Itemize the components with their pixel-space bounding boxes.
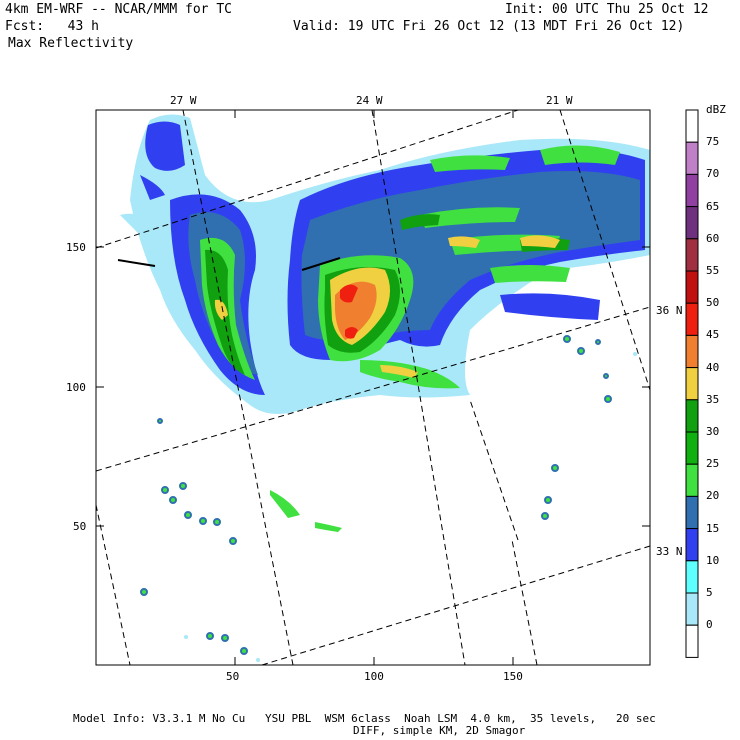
model-info: Model Info: V3.3.1 M No Cu YSU PBL WSM 6… [73, 712, 656, 725]
colorbar-box [685, 302, 699, 336]
field-title: Max Reflectivity [8, 36, 134, 51]
model-info-2: DIFF, simple KM, 2D Smagor [353, 724, 526, 737]
longitude-label: 21 W [546, 94, 573, 107]
x-tick-label: 100 [364, 670, 384, 683]
colorbar-box [685, 560, 699, 594]
colorbar-box [685, 173, 699, 208]
longitude-label: 24 W [356, 94, 383, 107]
colorbar-box [685, 495, 699, 530]
y-tick-label: 150 [66, 241, 86, 254]
colorbar-label: 70 [706, 167, 720, 181]
colorbar-label: 10 [706, 553, 720, 567]
colorbar-label: 5 [706, 585, 713, 599]
latitude-label: 36 N [656, 304, 683, 317]
colorbar-unit: dBZ [706, 103, 726, 116]
colorbar-label: 30 [706, 424, 720, 438]
colorbar-box [685, 592, 699, 626]
colorbar-box [685, 238, 699, 272]
colorbar-box [685, 206, 699, 240]
model-title: 4km EM-WRF -- NCAR/MMM for TC [5, 2, 232, 17]
colorbar-label: 35 [706, 392, 720, 406]
init-time: Init: 00 UTC Thu 25 Oct 12 [505, 2, 709, 17]
colorbar-label: 25 [706, 457, 720, 471]
graticule [95, 109, 651, 666]
x-tick-label: 150 [503, 670, 523, 683]
colorbar-label: 0 [706, 618, 713, 632]
reflectivity-field [120, 114, 650, 662]
colorbar-box [685, 270, 699, 304]
colorbar-box [685, 334, 699, 369]
colorbar-label: 65 [706, 199, 720, 213]
colorbar-label: 55 [706, 263, 720, 277]
forecast-hour: Fcst: 43 h [5, 19, 99, 34]
colorbar-box [685, 463, 699, 497]
colorbar-label: 20 [706, 489, 720, 503]
colorbar-box [685, 367, 699, 401]
colorbar-label: 45 [706, 328, 720, 342]
colorbar-box [685, 528, 699, 562]
colorbar-box [685, 109, 699, 143]
colorbar-box [685, 141, 699, 175]
colorbar-label: 40 [706, 360, 720, 374]
coastline [117, 257, 341, 271]
colorbar-boxes [685, 109, 699, 658]
valid-time: Valid: 19 UTC Fri 26 Oct 12 (13 MDT Fri … [293, 19, 685, 34]
axis-ticks [96, 110, 650, 665]
colorbar-label: 75 [706, 135, 720, 149]
colorbar-label: 50 [706, 296, 720, 310]
colorbar-box [685, 624, 699, 658]
colorbar-label: 60 [706, 231, 720, 245]
colorbar-label: 15 [706, 521, 720, 535]
colorbar-box [685, 399, 699, 433]
x-tick-label: 50 [226, 670, 240, 683]
latitude-label: 33 N [656, 545, 683, 558]
y-tick-label: 50 [73, 520, 87, 533]
y-tick-label: 100 [66, 381, 86, 394]
colorbar-box [685, 431, 699, 465]
longitude-label: 27 W [170, 94, 197, 107]
